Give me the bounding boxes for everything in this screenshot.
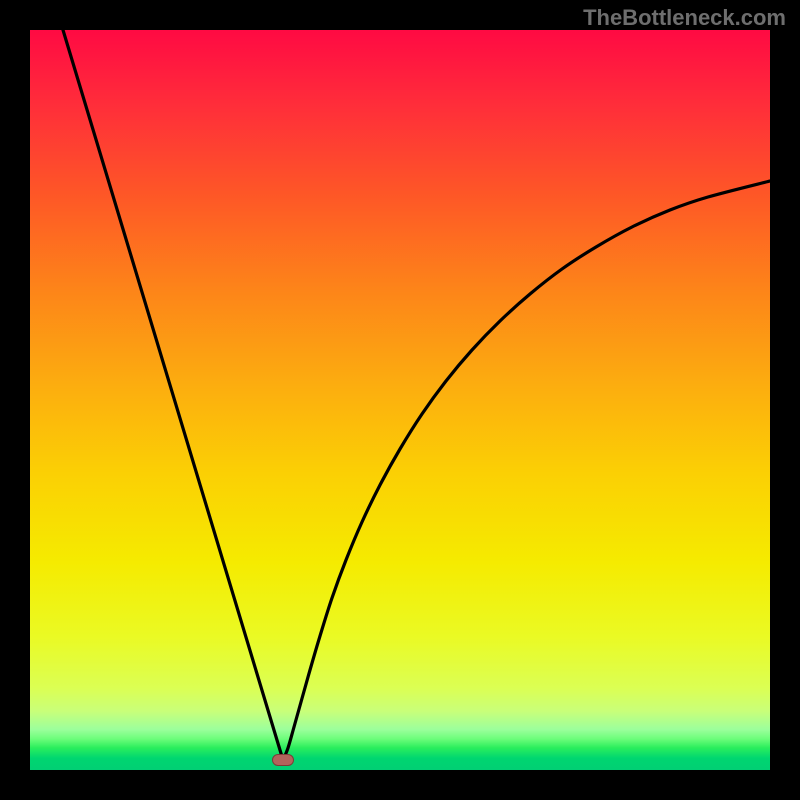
left-branch-line (63, 30, 283, 760)
minimum-marker (272, 754, 294, 766)
plot-area (30, 30, 770, 770)
right-branch-line (283, 181, 770, 760)
watermark-text: TheBottleneck.com (583, 5, 786, 31)
curve-svg (30, 30, 770, 770)
